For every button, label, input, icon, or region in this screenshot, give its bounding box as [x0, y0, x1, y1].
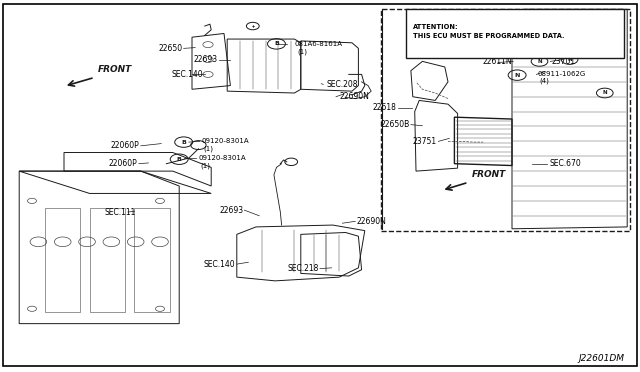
- Text: SEC.670: SEC.670: [549, 159, 581, 168]
- Text: FRONT: FRONT: [98, 65, 132, 74]
- Text: N: N: [515, 73, 520, 78]
- Text: 23751: 23751: [413, 137, 437, 146]
- Text: 22690N: 22690N: [356, 217, 387, 226]
- Text: (1): (1): [200, 162, 211, 169]
- Text: 08911-1062G: 08911-1062G: [538, 71, 586, 77]
- Text: 22690N: 22690N: [339, 92, 369, 101]
- Text: SEC.218: SEC.218: [287, 264, 319, 273]
- Text: (1): (1): [204, 145, 214, 152]
- Text: 081A6-8161A: 081A6-8161A: [294, 41, 342, 47]
- Text: 09120-8301A: 09120-8301A: [202, 138, 249, 144]
- Text: SEC.140: SEC.140: [204, 260, 236, 269]
- Text: 22060P: 22060P: [111, 141, 140, 150]
- Text: (1): (1): [297, 48, 307, 55]
- Text: 22650B: 22650B: [380, 120, 410, 129]
- FancyBboxPatch shape: [406, 9, 624, 58]
- Text: J22601DM: J22601DM: [578, 354, 624, 363]
- Text: 09120-8301A: 09120-8301A: [198, 155, 246, 161]
- Text: SEC.111: SEC.111: [104, 208, 136, 217]
- Text: 23701: 23701: [552, 57, 576, 66]
- Text: N: N: [567, 57, 572, 62]
- Text: 22693: 22693: [219, 206, 243, 215]
- Text: 22611N: 22611N: [483, 57, 512, 66]
- Text: FRONT: FRONT: [472, 170, 506, 179]
- Text: SEC.140: SEC.140: [172, 70, 203, 79]
- Text: 22650: 22650: [158, 44, 182, 53]
- Text: 22618: 22618: [373, 103, 397, 112]
- Text: N: N: [537, 59, 542, 64]
- Text: B: B: [181, 140, 186, 145]
- Text: B: B: [274, 41, 279, 46]
- Text: B: B: [177, 157, 182, 162]
- Text: 22060P: 22060P: [109, 159, 138, 168]
- Text: N: N: [602, 90, 607, 96]
- Text: ATTENTION:
THIS ECU MUST BE PROGRAMMED DATA.: ATTENTION: THIS ECU MUST BE PROGRAMMED D…: [413, 25, 564, 39]
- Text: SEC.208: SEC.208: [326, 80, 358, 89]
- Text: (4): (4): [540, 78, 549, 84]
- Text: 22693: 22693: [193, 55, 218, 64]
